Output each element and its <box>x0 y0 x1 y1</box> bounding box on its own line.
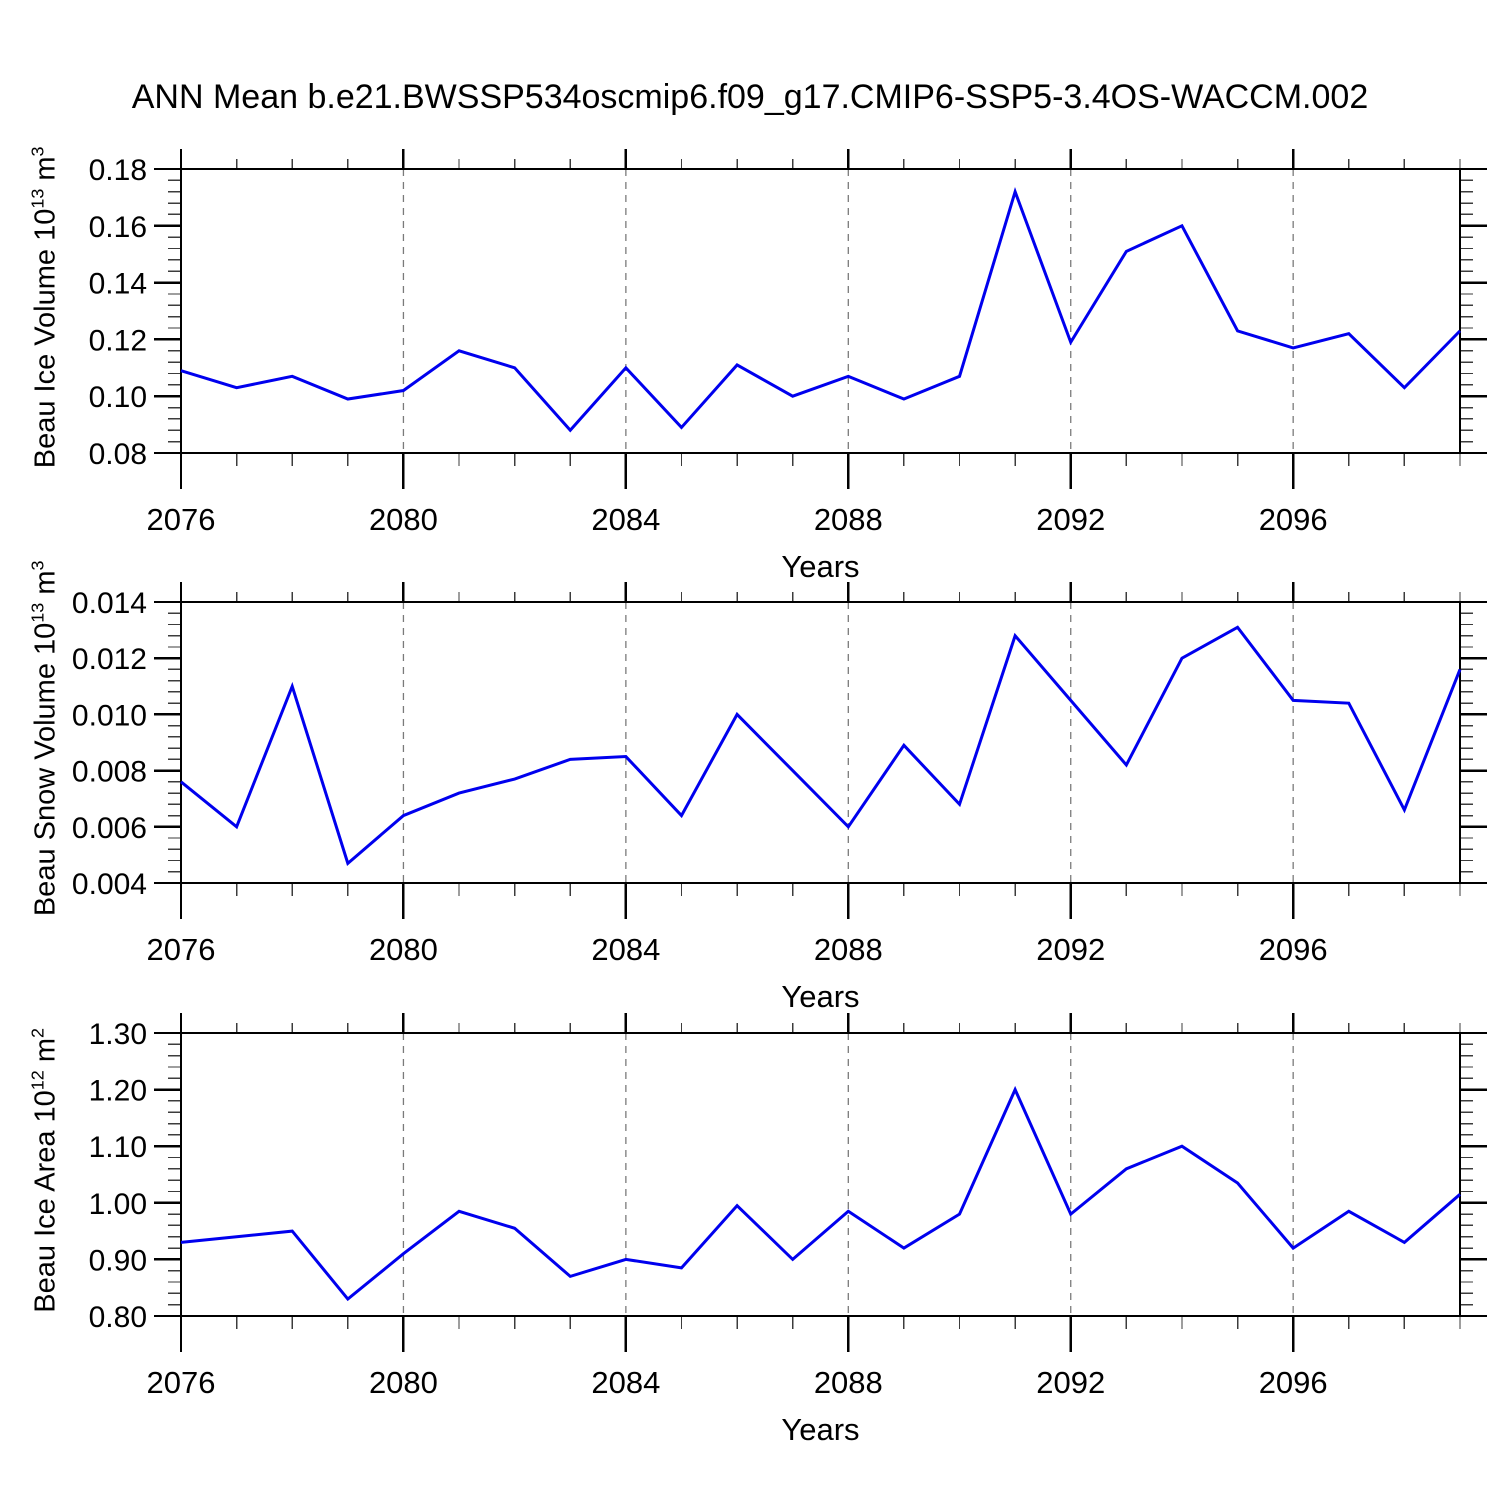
x-tick-label: 2092 <box>1036 1365 1105 1400</box>
x-tick-label: 2084 <box>591 502 660 537</box>
x-axis-title: Years <box>781 549 860 584</box>
y-tick-label: 0.10 <box>89 381 147 414</box>
y-tick-label: 0.006 <box>72 812 147 845</box>
x-axis-title: Years <box>781 1412 860 1447</box>
data-line <box>180 625 1462 866</box>
y-axis-label-text: Beau Ice Area 10 <box>29 1090 62 1313</box>
plot-frame <box>180 1032 1461 1317</box>
x-tick-label: 2076 <box>147 1365 216 1400</box>
x-tick-label: 2088 <box>814 502 883 537</box>
y-tick-label: 0.14 <box>89 268 147 301</box>
y-tick-label: 0.12 <box>89 324 147 357</box>
y-axis-label-exponent: 13 <box>27 602 48 623</box>
y-axis-label-exponent: 12 <box>27 1070 48 1091</box>
x-tick-label: 2076 <box>147 932 216 967</box>
plot-frame <box>180 601 1461 884</box>
x-tick-label: 2096 <box>1259 1365 1328 1400</box>
y-axis-label-exponent: 13 <box>27 188 48 209</box>
y-tick-label: 1.20 <box>89 1075 147 1108</box>
x-axis-title: Years <box>781 979 860 1014</box>
x-tick-label: 2096 <box>1259 502 1328 537</box>
data-line <box>180 1085 1461 1302</box>
chart-title: ANN Mean b.e21.BWSSP534oscmip6.f09_g17.C… <box>131 78 1369 116</box>
y-axis-label-unit-exponent: 3 <box>27 560 48 571</box>
y-tick-label: 0.010 <box>72 699 147 732</box>
y-axis-label-text: Beau Snow Volume 10 <box>29 622 62 917</box>
y-tick-label: 0.90 <box>89 1244 147 1277</box>
data-line <box>180 186 1462 433</box>
y-axis-label-ice-volume: Beau Ice Volume 1013 m3 <box>28 57 63 557</box>
y-tick-label: 0.008 <box>72 756 147 789</box>
y-axis-label-unit: m <box>29 570 62 603</box>
y-axis-label-snow-volume: Beau Snow Volume 1013 m3 <box>28 488 63 988</box>
y-axis-label-unit-exponent: 3 <box>27 146 48 157</box>
y-tick-label: 0.012 <box>72 643 147 676</box>
x-tick-label: 2092 <box>1036 932 1105 967</box>
y-tick-label: 0.18 <box>89 154 147 187</box>
x-tick-label: 2092 <box>1036 502 1105 537</box>
x-tick-label: 2088 <box>814 932 883 967</box>
x-tick-label: 2088 <box>814 1365 883 1400</box>
y-tick-label: 0.004 <box>72 868 147 901</box>
y-tick-label: 1.10 <box>89 1131 147 1164</box>
y-tick-label: 1.00 <box>89 1188 147 1221</box>
x-tick-label: 2080 <box>369 932 438 967</box>
y-tick-label: 0.80 <box>89 1301 147 1334</box>
x-tick-label: 2084 <box>591 932 660 967</box>
y-axis-label-unit: m <box>29 1037 62 1071</box>
y-axis-label-text: Beau Ice Volume 10 <box>29 208 62 469</box>
x-tick-label: 2080 <box>369 1365 438 1400</box>
y-axis-label-ice-area: Beau Ice Area 1012 m2 <box>28 920 63 1420</box>
y-axis-label-unit-exponent: 2 <box>27 1027 48 1038</box>
y-tick-label: 1.30 <box>89 1018 147 1051</box>
x-tick-label: 2084 <box>591 1365 660 1400</box>
plot-frame <box>180 168 1461 454</box>
x-tick-label: 2076 <box>147 502 216 537</box>
y-tick-label: 0.08 <box>89 438 147 471</box>
x-tick-label: 2096 <box>1259 932 1328 967</box>
y-axis-label-unit: m <box>29 156 62 189</box>
y-tick-label: 0.014 <box>72 587 147 620</box>
x-tick-label: 2080 <box>369 502 438 537</box>
y-tick-label: 0.16 <box>89 211 147 244</box>
